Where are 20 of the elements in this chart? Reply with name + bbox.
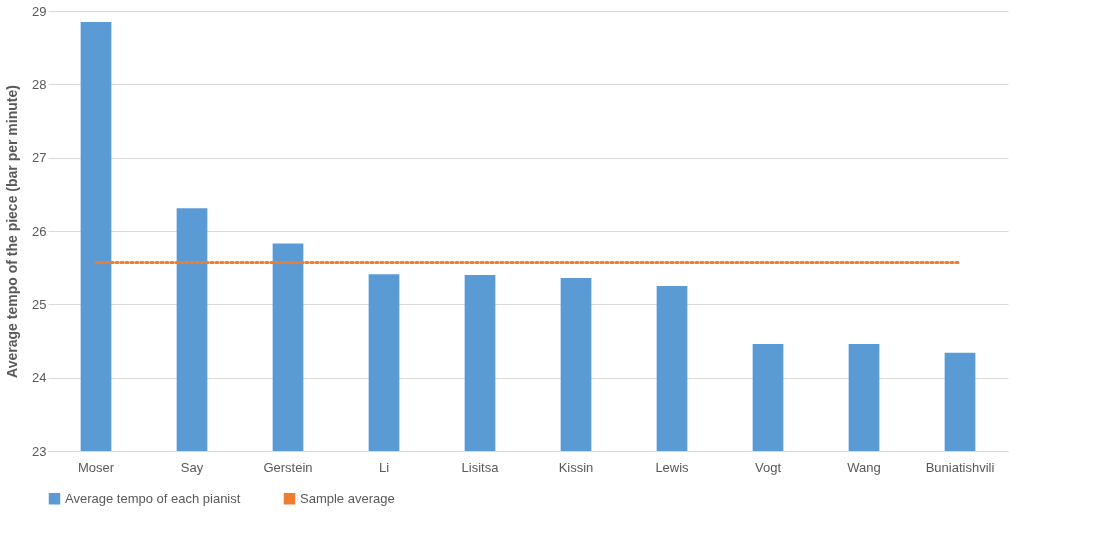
y-tick-label: 24	[32, 370, 47, 386]
x-tick-label: Vogt	[754, 459, 782, 475]
x-tick-label: Moser	[77, 459, 115, 475]
legend-label: Average tempo of each pianist	[65, 490, 241, 506]
y-tick-label: 27	[32, 150, 47, 166]
x-tick-label: Gerstein	[263, 459, 313, 475]
y-tick-label: 25	[32, 296, 47, 312]
x-tick-label: Buniatishvili	[925, 459, 995, 475]
x-tick-label: Kissin	[558, 459, 594, 475]
y-tick-label: 23	[32, 443, 47, 459]
legend-label: Sample average	[300, 490, 395, 506]
x-tick-label: Wang	[847, 459, 881, 475]
y-axis-title: Average tempo of the piece (bar per minute)	[4, 85, 21, 378]
x-tick-label: Lewis	[655, 459, 690, 475]
y-tick-label: 26	[32, 223, 47, 239]
y-tick-label: 28	[32, 76, 47, 92]
x-tick-label: Say	[180, 459, 204, 475]
x-tick-label: Li	[378, 459, 390, 475]
y-tick-label: 29	[32, 3, 47, 19]
x-tick-label: Lisitsa	[461, 459, 500, 475]
